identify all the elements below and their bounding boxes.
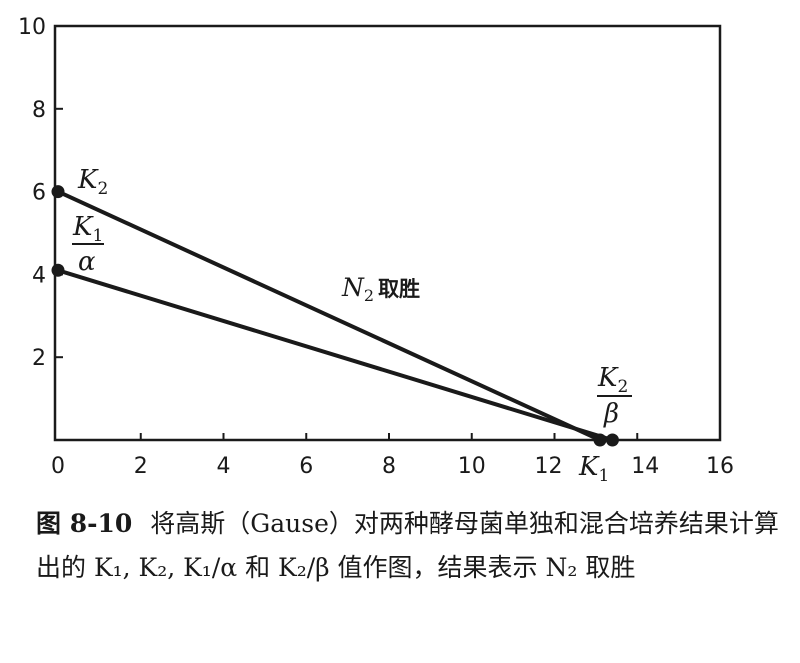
label-k1-over-alpha: K1 α bbox=[72, 212, 104, 277]
x-tick-label: 12 bbox=[535, 454, 563, 479]
series-1-point-1 bbox=[51, 185, 65, 199]
label-alpha: α bbox=[78, 247, 96, 277]
figure-caption: 图 8-10 将高斯（Gause）对两种酵母菌单独和混合培养结果计算出的 K₁, … bbox=[36, 502, 786, 590]
x-tick-marks bbox=[139, 433, 639, 440]
x-tick-label: 4 bbox=[217, 454, 231, 479]
svg-text:K1: K1 bbox=[72, 212, 103, 246]
annotation-n2-wins: N2 取胜 bbox=[341, 273, 420, 305]
x-tick-label: 6 bbox=[299, 454, 313, 479]
x-tick-label: 2 bbox=[134, 454, 148, 479]
y-tick-label: 6 bbox=[32, 181, 46, 206]
label-k1-axis: K1 bbox=[578, 452, 609, 486]
y-tick-label: 4 bbox=[32, 263, 46, 288]
plot-frame bbox=[53, 24, 722, 442]
y-tick-label: 2 bbox=[32, 346, 46, 371]
y-tick-label: 10 bbox=[18, 15, 46, 40]
series-2-point-2 bbox=[605, 433, 619, 447]
x-tick-label: 0 bbox=[51, 454, 65, 479]
series-2-point-1 bbox=[51, 263, 65, 277]
series-group bbox=[51, 185, 619, 447]
y-tick-labels: 2 4 6 8 10 bbox=[18, 15, 46, 371]
label-k2: K2 bbox=[77, 165, 108, 199]
series-line-1 bbox=[56, 189, 602, 442]
label-beta: β bbox=[603, 399, 619, 429]
x-tick-label: 16 bbox=[706, 454, 734, 479]
x-tick-labels: 0 2 4 6 8 10 12 14 16 bbox=[51, 454, 734, 479]
y-tick-label: 8 bbox=[32, 98, 46, 123]
svg-text:K2: K2 bbox=[597, 363, 628, 397]
x-tick-label: 14 bbox=[631, 454, 659, 479]
series-line-2 bbox=[56, 268, 615, 442]
x-tick-label: 8 bbox=[382, 454, 396, 479]
figure-number: 图 8-10 bbox=[36, 509, 133, 538]
chart-figure: 0 2 4 6 8 10 12 14 16 2 4 6 8 10 K2 K1 α K2 β K1 N2 取… bbox=[18, 15, 734, 486]
label-k2-over-beta: K2 β bbox=[597, 363, 632, 429]
x-tick-label: 10 bbox=[458, 454, 486, 479]
caption-text: 将高斯（Gause）对两种酵母菌单独和混合培养结果计算出的 K₁, K₂, K₁… bbox=[36, 509, 779, 582]
